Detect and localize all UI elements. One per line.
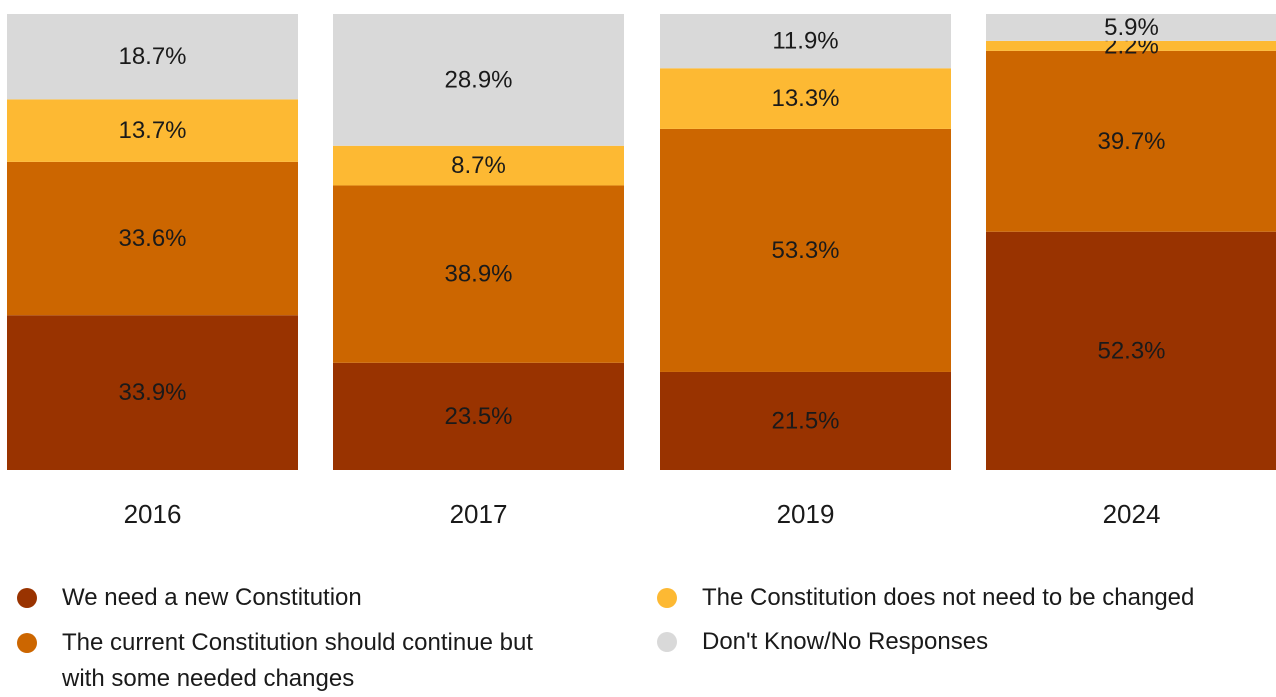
- data-label-2019-no-change: 13.3%: [771, 85, 839, 112]
- bar-segment-2019-no-change: [660, 68, 951, 129]
- legend-item-continue-with-changes: The current Constitution should continue…: [17, 625, 542, 697]
- data-label-2016-no-change: 13.7%: [118, 117, 186, 144]
- data-label-2019-dont-know: 11.9%: [772, 28, 838, 55]
- bar-segment-2016-dont-know: [7, 14, 298, 100]
- legend-marker: [17, 633, 37, 653]
- legend-marker: [17, 588, 37, 608]
- legend-label: The current Constitution should continue…: [62, 629, 533, 692]
- legend-label: The Constitution does not need to be cha…: [702, 584, 1195, 611]
- data-label-2019-new-constitution: 21.5%: [771, 407, 839, 434]
- bar-segment-2024-no-change: [986, 40, 1276, 51]
- data-label-2019-continue-with-changes: 53.3%: [771, 237, 839, 264]
- x-tick-label-2016: 2016: [124, 499, 182, 529]
- bar-segment-2016-continue-with-changes: [7, 161, 298, 316]
- data-label-2017-continue-with-changes: 38.9%: [444, 261, 512, 288]
- bar-segment-2017-continue-with-changes: [333, 185, 624, 363]
- bar-segment-2024-continue-with-changes: [986, 50, 1276, 232]
- bar-segment-2016-new-constitution: [7, 315, 298, 470]
- bar-segment-2024-new-constitution: [986, 231, 1276, 470]
- data-label-2016-new-constitution: 33.9%: [118, 379, 186, 406]
- x-tick-label-2017: 2017: [450, 499, 508, 529]
- data-label-2024-new-constitution: 52.3%: [1097, 337, 1165, 364]
- bar-segment-2017-no-change: [333, 145, 624, 186]
- data-label-2017-no-change: 8.7%: [451, 152, 506, 179]
- data-label-2017-new-constitution: 23.5%: [444, 403, 512, 430]
- x-tick-label-2019: 2019: [777, 499, 835, 529]
- bar-segment-2016-no-change: [7, 99, 298, 162]
- legend-marker: [657, 632, 677, 652]
- data-label-2016-dont-know: 18.7%: [118, 43, 186, 70]
- legend-marker: [657, 588, 677, 608]
- legend-label: Don't Know/No Responses: [702, 628, 989, 655]
- bar-segment-2017-new-constitution: [333, 362, 624, 470]
- bar-segment-2019-new-constitution: [660, 371, 951, 470]
- stacked-bar-chart: 33.9% 33.6% 13.7% 18.7% 2016 23.5% 38.9% 8.7% 28…: [7, 14, 1276, 529]
- data-label-2024-continue-with-changes: 39.7%: [1097, 128, 1165, 155]
- data-label-2017-dont-know: 28.9%: [444, 66, 512, 93]
- x-tick-label-2024: 2024: [1103, 499, 1161, 529]
- data-label-2016-continue-with-changes: 33.6%: [118, 225, 186, 252]
- legend-item-no-change: The Constitution does not need to be cha…: [657, 580, 1276, 616]
- bar-segment-2019-dont-know: [660, 14, 951, 69]
- bar-segment-2024-dont-know: [986, 14, 1276, 41]
- legend-label: We need a new Constitution: [62, 584, 362, 611]
- data-label-2024-dont-know: 5.9%: [1104, 14, 1159, 41]
- bar-segment-2019-continue-with-changes: [660, 128, 951, 372]
- legend-item-new-constitution: We need a new Constitution: [17, 580, 542, 616]
- legend-item-dont-know: Don't Know/No Responses: [657, 624, 1276, 660]
- bar-segment-2017-dont-know: [333, 14, 624, 146]
